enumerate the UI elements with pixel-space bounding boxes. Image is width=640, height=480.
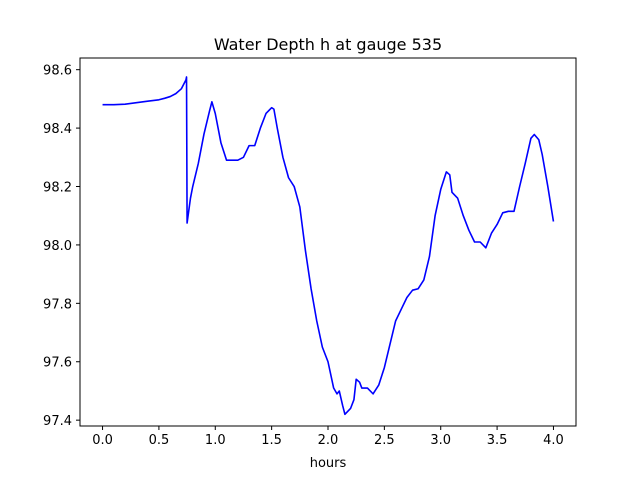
y-tick-label: 97.8 — [43, 297, 72, 312]
y-tick-label: 98.0 — [43, 239, 72, 254]
x-tick-label: 1.5 — [261, 433, 282, 448]
x-tick-label: 2.0 — [318, 433, 339, 448]
chart-title: Water Depth h at gauge 535 — [214, 35, 442, 54]
x-tick-label: 4.0 — [543, 433, 564, 448]
x-tick-label: 0.5 — [149, 433, 170, 448]
series-line — [102, 76, 555, 416]
x-tick-label: 0.0 — [92, 433, 113, 448]
x-axis-label: hours — [310, 456, 347, 471]
y-tick-label: 97.6 — [43, 356, 72, 371]
y-tick-label: 98.4 — [43, 122, 72, 137]
y-tick-label: 98.2 — [43, 181, 72, 196]
plot-frame — [79, 57, 577, 427]
plot-layer — [102, 76, 555, 416]
y-tick-label: 97.4 — [43, 414, 72, 429]
x-tick-label: 2.5 — [374, 433, 395, 448]
x-tick-label: 1.0 — [205, 433, 226, 448]
x-tick-label: 3.0 — [430, 433, 451, 448]
y-tick-label: 98.6 — [43, 64, 72, 79]
ticks-layer: 0.0 0.5 1.0 1.5 2.0 2.5 3.0 3.5 4.0 97.4 97.6 97.8 9… — [43, 64, 564, 448]
x-tick-label: 3.5 — [487, 433, 508, 448]
